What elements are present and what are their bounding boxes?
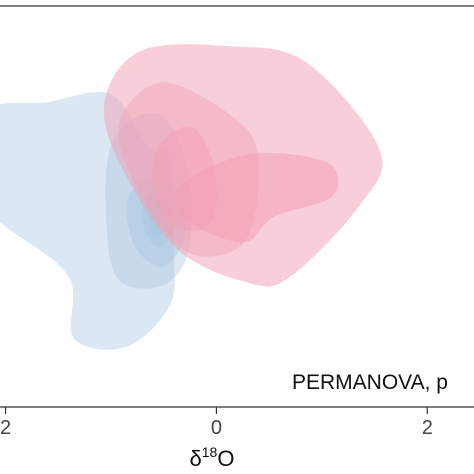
annotation-text: PERMANOVA, p xyxy=(292,371,448,394)
density-level-series2-4 xyxy=(173,152,339,243)
x-tick-label: 2 xyxy=(0,417,11,439)
x-axis-title: δ18O xyxy=(190,444,235,471)
x-tick-label: 2 xyxy=(422,417,433,439)
x-tick-label: 0 xyxy=(211,417,222,439)
x-axis-ticks: 2 0 2 xyxy=(0,407,433,439)
panel-border xyxy=(0,5,474,408)
density-contours xyxy=(0,44,383,350)
